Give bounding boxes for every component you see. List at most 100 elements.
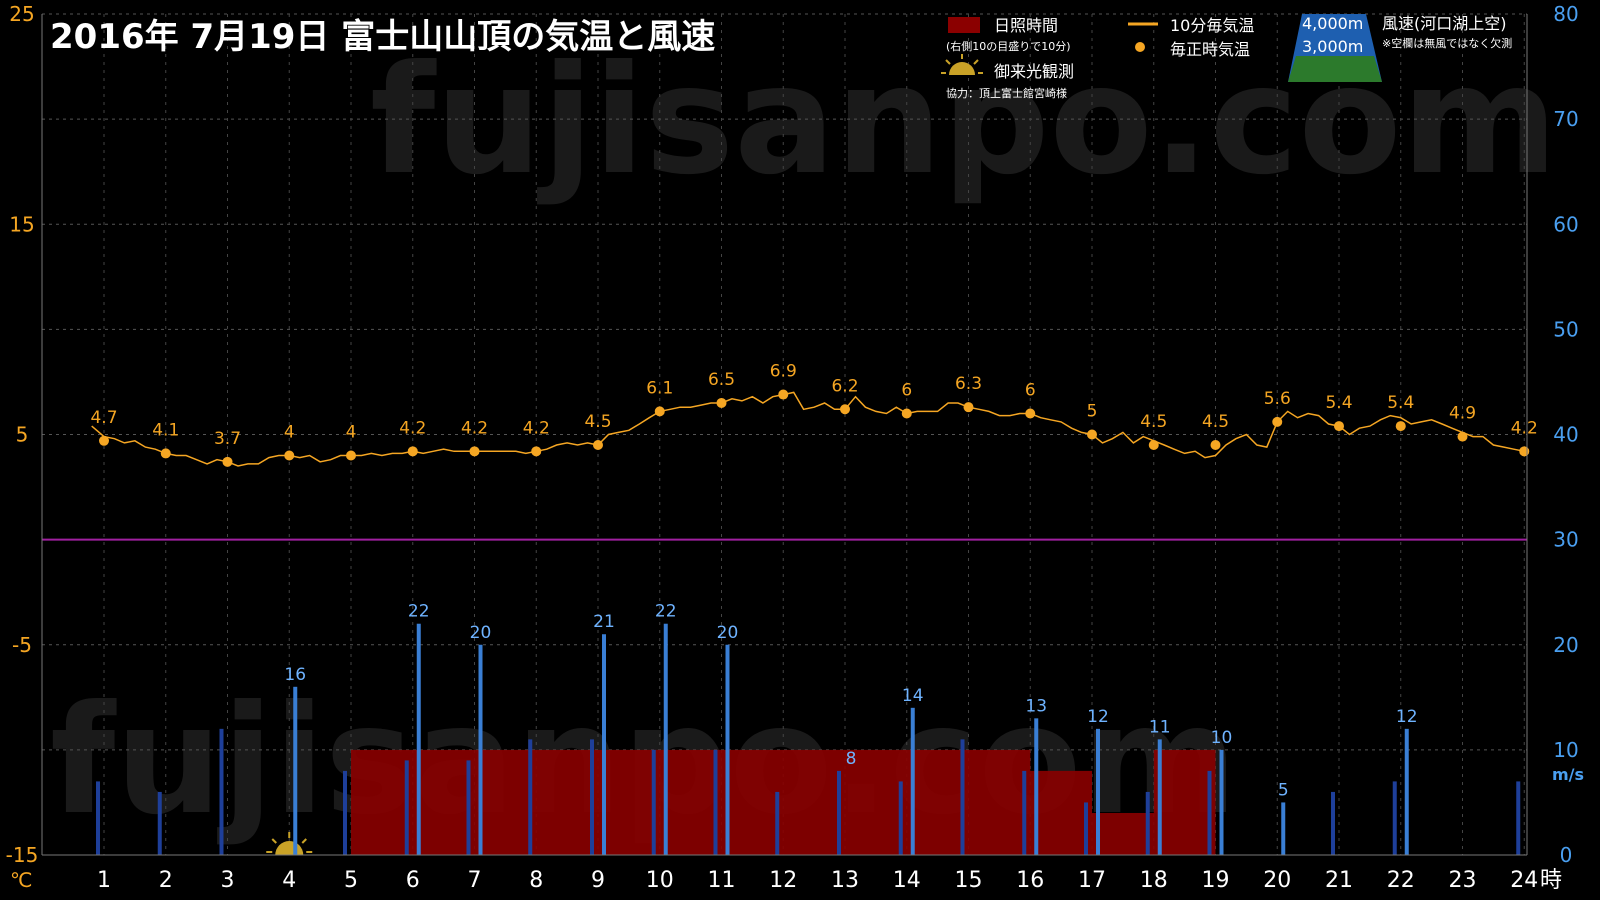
- temp-hourly-point: [840, 404, 850, 415]
- wind-bar-4000m: [1096, 728, 1100, 855]
- temperature-series: 4.7 4.1 3.7 4 4 4.2 4.2 4.2 4.5 6.1 6.5 6.9 6.2 6 6.3 6…: [90, 362, 1538, 467]
- legend-alt-upper: 4,000m: [1302, 14, 1363, 33]
- temp-value-label: 4.5: [1140, 412, 1167, 432]
- legend-temp-hourly: 毎正時気温: [1170, 40, 1250, 59]
- legend-alt-lower: 3,000m: [1302, 37, 1363, 56]
- x-tick-label: 1: [97, 868, 111, 893]
- temp-hourly-point: [1210, 440, 1221, 451]
- temp-value-label: 6.2: [831, 376, 858, 396]
- temp-hourly-point: [963, 402, 974, 413]
- sunrise-ray: [301, 838, 307, 844]
- x-tick-label: 7: [468, 868, 482, 893]
- x-tick-label: 21: [1325, 868, 1353, 893]
- x-tick-label: 17: [1078, 868, 1106, 893]
- wind-bar-4000m: [1219, 749, 1224, 855]
- wind-bar-3000m: [1022, 770, 1027, 855]
- temp-hourly-point: [407, 446, 418, 457]
- legend-wind: 風速(河口湖上空): [1382, 14, 1507, 33]
- wind-bar-4000m: [602, 634, 606, 855]
- wind-bar-3000m: [96, 781, 100, 855]
- wind-bar-3000m: [404, 760, 409, 855]
- grid: [42, 13, 1527, 855]
- right-tick-label: 70: [1553, 107, 1578, 131]
- x-tick-label: 20: [1263, 868, 1291, 893]
- wind-value-label: 22: [408, 602, 430, 622]
- temp-value-label: 4.5: [1202, 412, 1229, 432]
- temp-value-label: 4.9: [1449, 404, 1476, 424]
- temp-hourly-point: [901, 408, 912, 419]
- legend-sunshine-note: (右側10の目盛りで10分): [946, 39, 1071, 53]
- wind-bar-3000m: [1084, 802, 1088, 855]
- temp-value-label: 4: [284, 423, 295, 443]
- temp-hourly-point: [222, 456, 233, 467]
- temp-hourly-point: [160, 448, 171, 459]
- right-tick-label: 20: [1553, 633, 1578, 657]
- right-tick-label: 0: [1560, 843, 1573, 867]
- sunrise-icon: [941, 54, 983, 75]
- x-tick-label: 6: [406, 868, 420, 893]
- right-tick-label: 50: [1553, 317, 1578, 341]
- x-tick-label: 13: [831, 868, 859, 893]
- temp-value-label: 5.4: [1325, 393, 1352, 413]
- right-tick-label: 40: [1553, 423, 1578, 447]
- wind-bar-3000m: [528, 739, 533, 855]
- left-tick-label: 15: [9, 212, 34, 236]
- x-tick-label: 3: [221, 868, 235, 893]
- temp-value-label: 5.6: [1264, 389, 1291, 409]
- mountain-icon: [1288, 14, 1382, 82]
- temp-hourly-point: [531, 446, 542, 457]
- temp-hourly-point: [716, 397, 727, 408]
- temp-hourly-point: [1025, 408, 1036, 419]
- wind-bar-3000m: [651, 749, 656, 855]
- x-tick-label: 24: [1510, 868, 1538, 893]
- left-tick-label: -15: [6, 843, 39, 867]
- left-tick-label: 25: [9, 2, 34, 26]
- x-tick-label: 2: [159, 868, 173, 893]
- temp-value-label: 5: [1087, 402, 1098, 422]
- wind-bar-4000m: [910, 707, 915, 855]
- wind-bar-3000m: [466, 760, 471, 855]
- wind-value-label: 14: [902, 686, 924, 706]
- wind-bar-3000m: [1145, 791, 1150, 855]
- temp-hourly-point: [1087, 429, 1097, 440]
- right-axis-unit: m/s: [1552, 765, 1584, 784]
- temp-hourly-point: [1519, 446, 1530, 457]
- temp-value-label: 5.4: [1387, 393, 1414, 413]
- wind-value-label: 21: [593, 612, 615, 632]
- wind-bar-4000m: [293, 686, 298, 855]
- x-tick-label: 12: [769, 868, 797, 893]
- wind-bar-4000m: [725, 644, 730, 855]
- temp-value-label: 3.7: [214, 429, 241, 449]
- wind-bar-3000m: [1392, 781, 1397, 855]
- sunshine-swatch: [948, 17, 980, 33]
- temp-hourly-point: [1148, 440, 1159, 451]
- temp-value-label: 6.9: [770, 362, 797, 382]
- left-tick-label: -5: [12, 633, 32, 657]
- temp-hourly-point: [1395, 421, 1406, 432]
- temp-value-label: 6.1: [646, 378, 673, 398]
- temp-hourly-swatch: [1135, 42, 1145, 52]
- x-tick-label: 18: [1140, 868, 1168, 893]
- page-title: 2016年 7月19日 富士山山頂の気温と風速: [50, 17, 715, 57]
- temp-value-label: 6.3: [955, 374, 982, 394]
- temp-value-label: 4.2: [523, 418, 550, 438]
- wind-value-label: 11: [1149, 717, 1171, 737]
- left-axis-unit: ℃: [10, 868, 32, 892]
- wind-value-label: 13: [1025, 696, 1047, 716]
- wind-bar-3000m: [960, 739, 965, 855]
- wind-bar-4000m: [478, 644, 483, 855]
- wind-bar-3000m: [1331, 791, 1335, 855]
- wind-value-label: 20: [470, 623, 492, 643]
- wind-bar-4000m: [416, 623, 421, 855]
- legend-wind-note: ※空欄は無風ではなく欠測: [1382, 36, 1512, 50]
- x-tick-label: 22: [1387, 868, 1415, 893]
- legend-temp10: 10分毎気温: [1170, 16, 1254, 35]
- temp-hourly-point: [1272, 416, 1283, 427]
- x-tick-label: 19: [1202, 868, 1230, 893]
- wind-value-label: 10: [1211, 728, 1233, 748]
- wind-bar-4000m: [1281, 802, 1286, 855]
- wind-bar-4000m: [663, 623, 668, 855]
- wind-value-label: 20: [717, 623, 739, 643]
- temp-value-label: 4.5: [584, 412, 611, 432]
